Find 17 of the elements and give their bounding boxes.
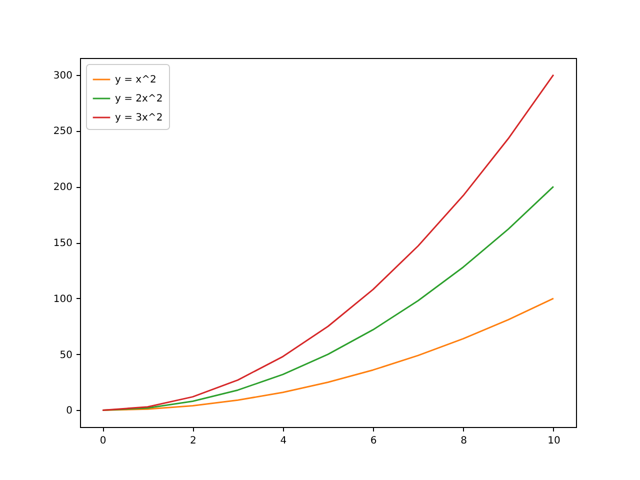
line-series [102,74,554,411]
x-tick-label: 4 [280,436,287,446]
y-tick-label: 250 [53,126,72,138]
y-tick-label: 0 [66,406,72,417]
y-tick-label: 200 [53,182,72,194]
y-tick-label: 100 [53,294,72,305]
legend-label: y = 3x^2 [115,112,163,124]
x-tick-label: 2 [190,436,196,446]
y-tick-label: 50 [60,350,72,361]
x-tick-label: 0 [100,436,106,446]
x-tick-label: 6 [370,436,377,446]
x-tick-label: 8 [460,436,467,446]
legend-label: y = x^2 [115,74,156,86]
legend-label: y = 2x^2 [115,94,163,104]
y-tick-label: 300 [53,70,72,82]
x-tick-label: 10 [548,436,560,446]
y-tick-label: 150 [53,238,72,249]
